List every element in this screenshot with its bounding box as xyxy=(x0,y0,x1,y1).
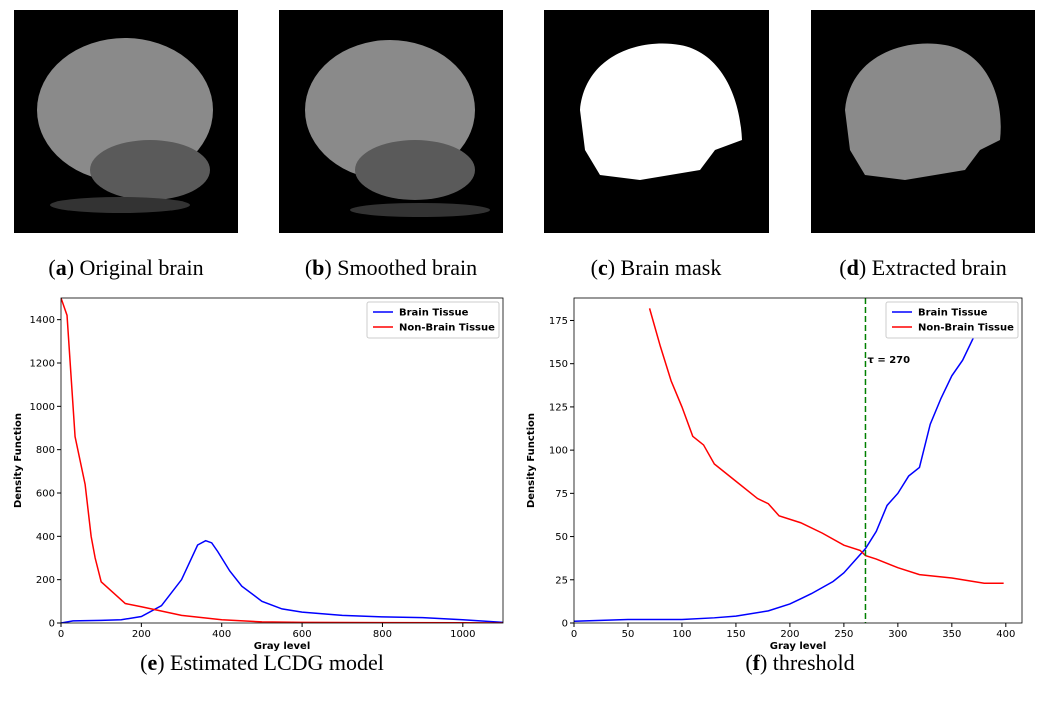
x-axis-label: Gray level xyxy=(254,641,311,652)
y-tick-label: 800 xyxy=(36,445,55,456)
series-line xyxy=(574,303,982,621)
caption: (d) Extracted brain xyxy=(839,255,1006,280)
x-tick-label: 350 xyxy=(942,629,961,640)
x-tick-label: 0 xyxy=(571,629,577,640)
y-tick-label: 25 xyxy=(555,575,568,586)
y-axis-label: Density Function xyxy=(13,413,24,508)
y-tick-label: 150 xyxy=(549,359,568,370)
plot-frame xyxy=(61,298,503,623)
caption: (a) Original brain xyxy=(48,255,203,280)
image-c xyxy=(544,10,769,233)
plot-frame xyxy=(574,298,1022,623)
x-tick-label: 400 xyxy=(212,629,231,640)
legend-label: Non-Brain Tissue xyxy=(918,323,1014,334)
caption: (c) Brain mask xyxy=(591,255,722,280)
y-axis-label: Density Function xyxy=(526,413,537,508)
caption: (e) Estimated LCDG model xyxy=(140,650,384,675)
image-d xyxy=(811,10,1035,233)
series-line xyxy=(650,308,1004,583)
annotation: τ = 270 xyxy=(867,355,910,366)
y-tick-label: 0 xyxy=(49,619,55,630)
y-tick-label: 600 xyxy=(36,489,55,500)
y-tick-label: 75 xyxy=(555,489,568,500)
x-tick-label: 400 xyxy=(996,629,1015,640)
series-line xyxy=(61,541,503,623)
x-axis-label: Gray level xyxy=(770,641,827,652)
y-tick-label: 125 xyxy=(549,402,568,413)
y-tick-label: 1000 xyxy=(30,402,55,413)
image-a xyxy=(14,10,238,233)
caption: (b) Smoothed brain xyxy=(305,255,477,280)
y-tick-label: 175 xyxy=(549,316,568,327)
series-line xyxy=(61,298,503,623)
legend-label: Brain Tissue xyxy=(399,308,469,319)
y-tick-label: 1400 xyxy=(30,315,55,326)
x-tick-label: 150 xyxy=(726,629,745,640)
y-tick-label: 0 xyxy=(562,619,568,630)
y-tick-label: 200 xyxy=(36,575,55,586)
image-b xyxy=(279,10,503,233)
y-tick-label: 50 xyxy=(555,532,568,543)
legend-label: Brain Tissue xyxy=(918,308,988,319)
legend-label: Non-Brain Tissue xyxy=(399,323,495,334)
x-tick-label: 50 xyxy=(622,629,635,640)
x-tick-label: 1000 xyxy=(450,629,475,640)
y-tick-label: 400 xyxy=(36,532,55,543)
x-tick-label: 800 xyxy=(373,629,392,640)
x-tick-label: 0 xyxy=(58,629,64,640)
y-tick-label: 1200 xyxy=(30,359,55,370)
x-tick-label: 300 xyxy=(888,629,907,640)
x-tick-label: 600 xyxy=(293,629,312,640)
x-tick-label: 200 xyxy=(780,629,799,640)
caption: (f) threshold xyxy=(745,650,854,675)
y-tick-label: 100 xyxy=(549,446,568,457)
x-tick-label: 250 xyxy=(834,629,853,640)
figure: (a) Original brain (b) Smoothed brain (c… xyxy=(0,0,1038,705)
x-tick-label: 200 xyxy=(132,629,151,640)
x-tick-label: 100 xyxy=(672,629,691,640)
